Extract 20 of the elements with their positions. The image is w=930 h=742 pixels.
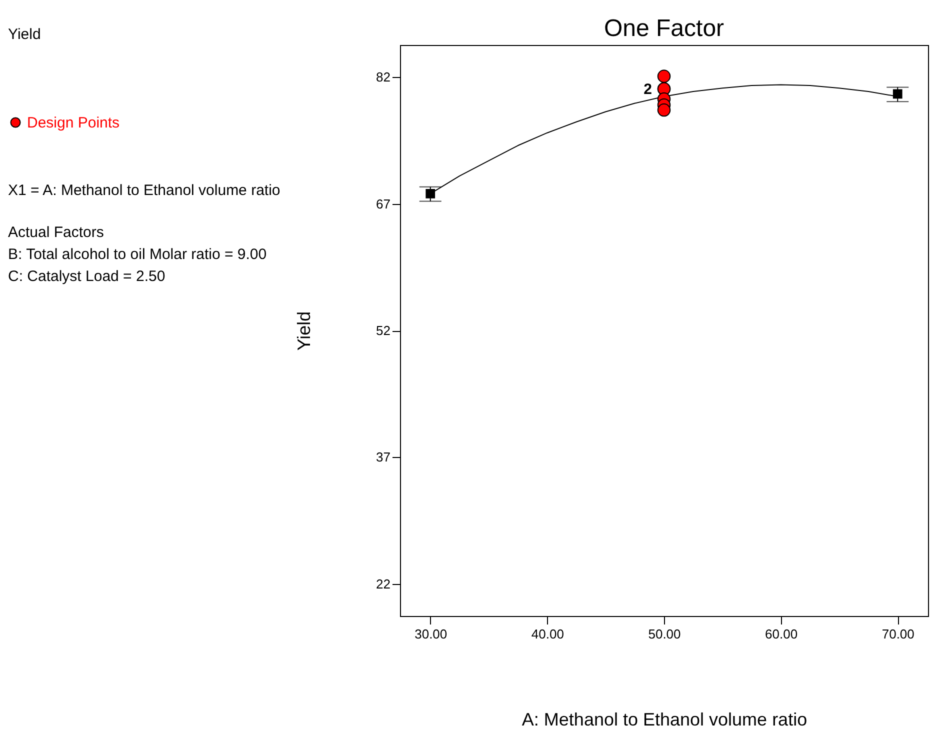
y-tick-label: 82 <box>376 70 390 85</box>
y-tick-label: 37 <box>376 450 390 465</box>
x-tick-label: 50.00 <box>648 626 681 642</box>
y-tick-label: 52 <box>376 323 390 338</box>
y-tick-label: 22 <box>376 576 390 592</box>
legend-label: Design Points <box>27 114 120 132</box>
y-tick-label: 67 <box>376 196 390 212</box>
x-tick-label: 40.00 <box>531 626 564 642</box>
text: Actual Factors <box>8 224 104 241</box>
x-tick-label: 70.00 <box>882 626 914 642</box>
chart-title: One Factor <box>604 15 724 42</box>
annotation: 2 <box>644 80 652 98</box>
text: C: Catalyst Load = 2.50 <box>8 268 166 285</box>
x-tick-label: 30.00 <box>414 626 448 642</box>
text: Yield <box>8 26 41 43</box>
text: X1 = A: Methanol to Ethanol volume ratio <box>8 182 280 199</box>
y-axis-title: Yield <box>294 311 314 351</box>
text: B: Total alcohol to oil Molar ratio = 9.00 <box>8 246 267 263</box>
x-axis-title: A: Methanol to Ethanol volume ratio <box>522 710 808 730</box>
x-tick-label: 60.00 <box>765 626 798 642</box>
